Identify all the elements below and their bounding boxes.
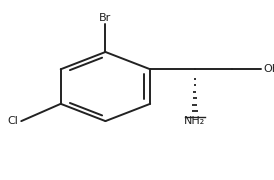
Text: Br: Br <box>99 13 112 23</box>
Text: NH₂: NH₂ <box>184 116 206 126</box>
Text: OH: OH <box>263 64 274 74</box>
Text: Cl: Cl <box>8 116 19 126</box>
